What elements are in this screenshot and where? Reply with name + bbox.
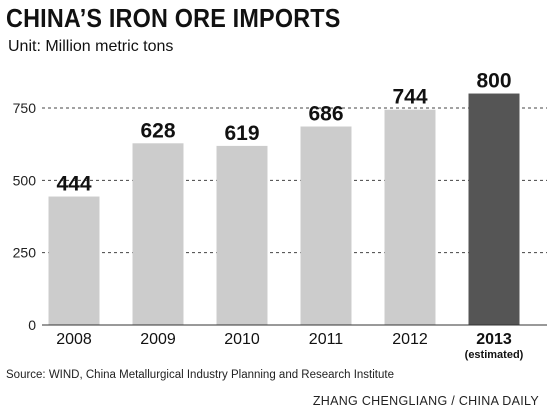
source-note: Source: WIND, China Metallurgical Indust… xyxy=(6,369,394,381)
x-tick-label: 2011 xyxy=(309,331,344,348)
bar-2013 xyxy=(468,93,520,326)
bar-2008 xyxy=(48,196,100,325)
y-tick-label: 250 xyxy=(13,245,37,261)
data-labels: 444 628 619 686 744 800 xyxy=(56,70,511,196)
y-tick-labels: 0 250 500 750 xyxy=(13,100,37,333)
value-label: 628 xyxy=(140,119,175,142)
bar-2010 xyxy=(216,145,268,325)
grid-lines xyxy=(42,107,547,254)
value-label: 800 xyxy=(476,70,511,93)
y-tick-label: 750 xyxy=(13,100,37,116)
bar-2012 xyxy=(384,109,436,326)
value-label: 686 xyxy=(308,103,343,126)
bars xyxy=(48,93,520,326)
x-tick-label: 2013 xyxy=(476,331,512,348)
bar-2011 xyxy=(300,126,352,325)
credit-line: ZHANG CHENGLIANG / CHINA DAILY xyxy=(312,394,539,408)
x-tick-labels: 2008 2009 2010 2011 2012 2013(estimated) xyxy=(56,331,523,361)
bar-2009 xyxy=(132,143,184,325)
x-tick-label: 2010 xyxy=(224,331,260,348)
y-tick-label: 0 xyxy=(28,317,36,333)
value-label: 444 xyxy=(56,173,91,196)
x-tick-label: 2012 xyxy=(392,331,428,348)
chart-title: CHINA’S IRON ORE IMPORTS xyxy=(6,3,341,33)
x-tick-label: 2008 xyxy=(56,331,92,348)
x-tick-note: (estimated) xyxy=(465,349,524,361)
chart-subtitle: Unit: Million metric tons xyxy=(8,38,174,55)
x-tick-label: 2009 xyxy=(140,331,176,348)
value-label: 744 xyxy=(392,86,427,109)
y-tick-label: 500 xyxy=(13,172,37,188)
value-label: 619 xyxy=(224,122,259,145)
